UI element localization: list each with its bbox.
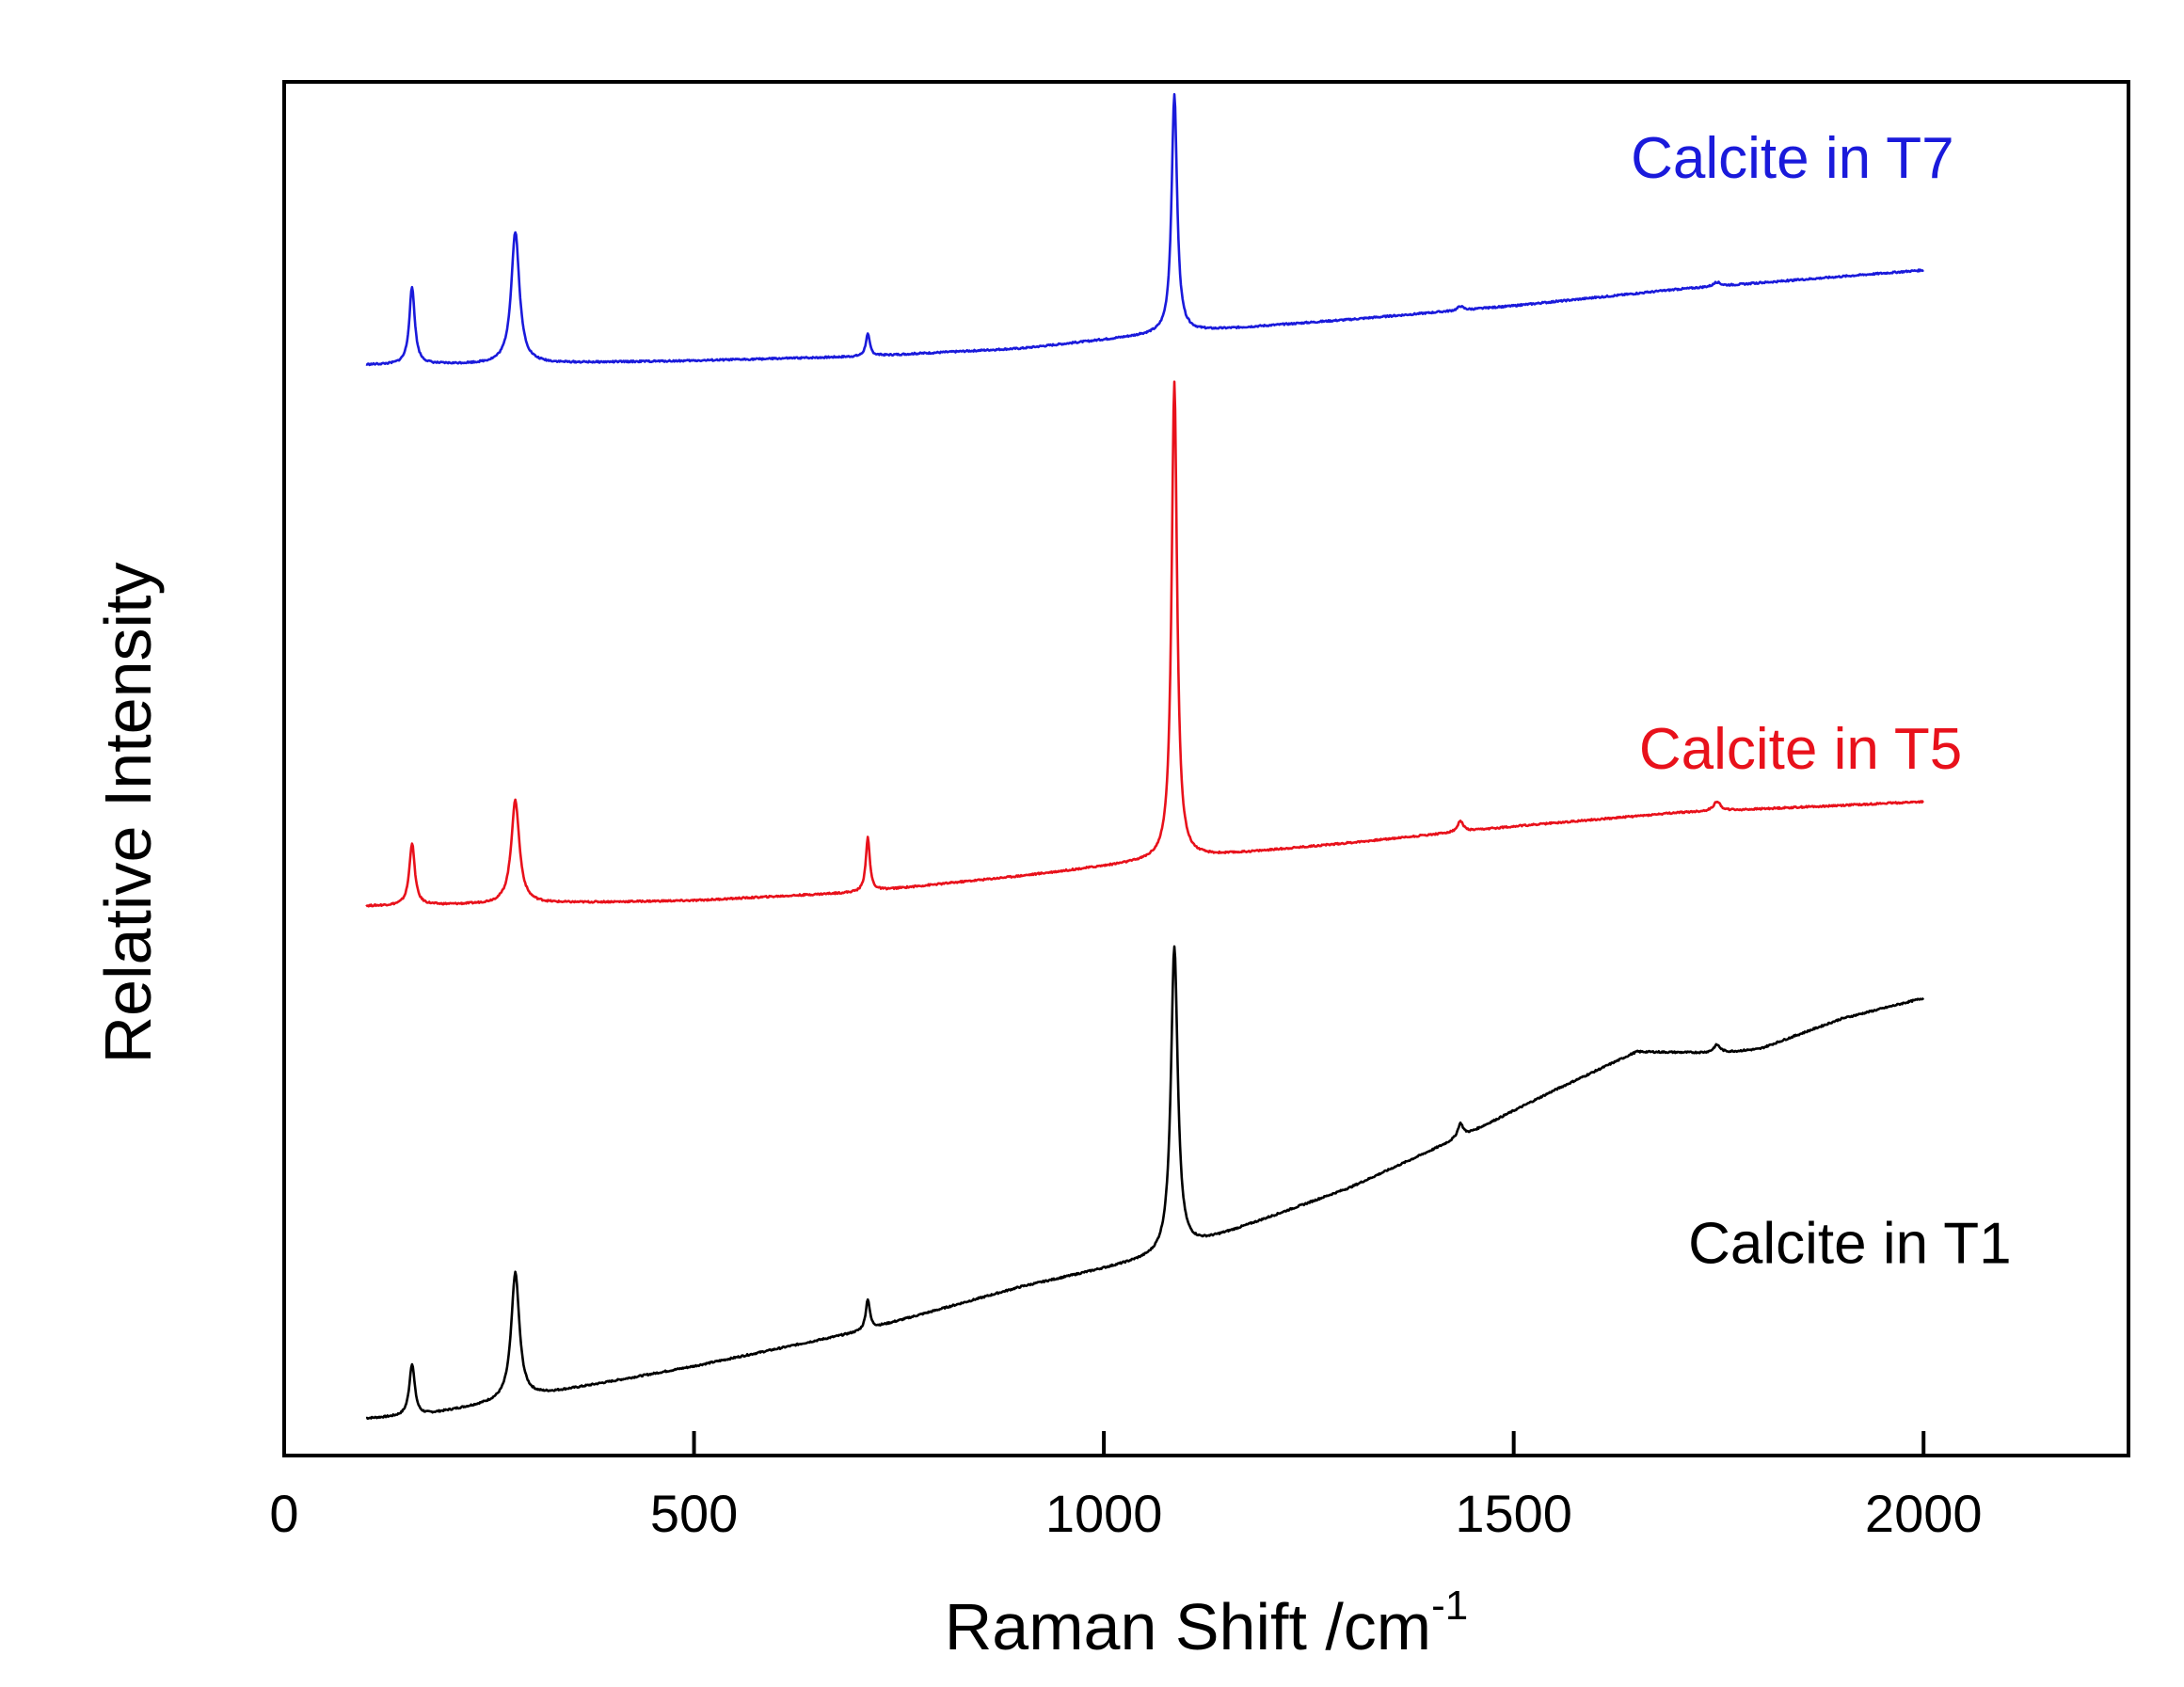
x-tick-label: 1500 [1455, 1484, 1572, 1543]
x-axis-title-text: Raman Shift /cm [945, 1590, 1431, 1663]
x-axis-title-superscript: -1 [1431, 1583, 1468, 1629]
x-axis-ticks: 0 500 1000 1500 2000 [269, 1431, 1983, 1543]
x-tick-label: 500 [650, 1484, 738, 1543]
y-axis-title: Relative Intensity [91, 562, 165, 1063]
plot-frame [282, 80, 2130, 1457]
spectrum-line-3 [365, 92, 1924, 367]
spectra-lines [365, 92, 1925, 1420]
series-labels: Calcite in T1 Calcite in T5 Calcite in T7 [1631, 126, 2011, 1276]
spectrum-line-1 [365, 945, 1925, 1420]
x-tick-label: 1000 [1045, 1484, 1163, 1543]
series-label-2: Calcite in T5 [1639, 717, 1962, 782]
spectrum-line-2 [365, 380, 1924, 908]
x-tick-label: 0 [269, 1484, 298, 1543]
series-label-3: Calcite in T7 [1631, 126, 1953, 191]
x-tick-label: 2000 [1865, 1484, 1983, 1543]
x-axis-title: Raman Shift /cm-1 [945, 1583, 1469, 1663]
series-label-1: Calcite in T1 [1688, 1212, 2011, 1277]
